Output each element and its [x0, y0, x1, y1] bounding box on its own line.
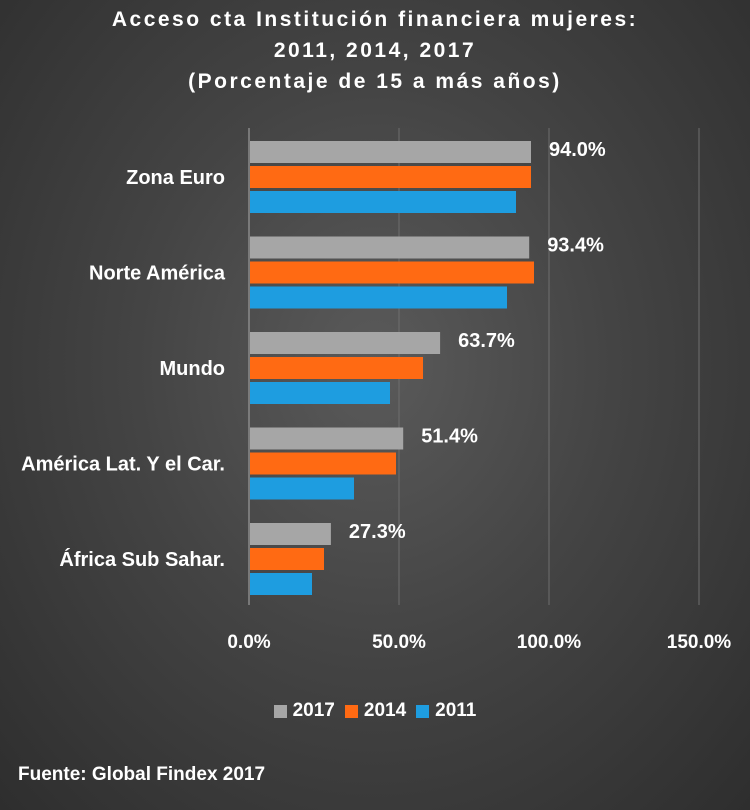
legend-swatch-2017 — [273, 704, 287, 718]
category-label-1: Norte América — [89, 263, 226, 285]
chart-title: Acceso cta Institución financiera mujere… — [0, 4, 750, 97]
x-tick-label-1: 50.0% — [372, 632, 426, 653]
legend-swatch-2011 — [416, 704, 430, 718]
legend-item-2014: 2014 — [344, 700, 407, 722]
legend-item-2011: 2011 — [416, 700, 476, 722]
source-note: Fuente: Global Findex 2017 — [18, 764, 266, 785]
bar-2014-4 — [250, 548, 324, 570]
bar-chart: Zona Euro 94.0% Norte América 93.4% Mundo 63.… — [21, 128, 732, 653]
bar-2017-1 — [250, 236, 530, 259]
bar-2014-2 — [250, 357, 423, 379]
bar-2011-3 — [250, 477, 354, 500]
x-tick-label-2: 100.0% — [517, 632, 582, 653]
bar-2014-1 — [250, 261, 534, 284]
x-tick-label-3: 150.0% — [667, 632, 732, 653]
legend-item-2017: 2017 — [273, 700, 335, 722]
bar-2011-0 — [250, 191, 516, 213]
title-line-1: Acceso cta Institución financiera mujere… — [111, 8, 639, 31]
bar-2014-3 — [250, 452, 396, 475]
bar-2011-2 — [250, 382, 390, 404]
legend-label-2017: 2017 — [292, 700, 335, 721]
bar-2011-4 — [250, 573, 312, 595]
title-line-2: 2011, 2014, 2017 — [273, 39, 477, 62]
data-label-0: 94.0% — [549, 139, 606, 161]
data-label-2: 63.7% — [458, 330, 515, 352]
category-label-3: América Lat. Y el Car. — [21, 454, 225, 476]
bar-2017-0 — [250, 141, 531, 163]
legend-label-2014: 2014 — [363, 700, 407, 721]
x-tick-label-0: 0.0% — [227, 632, 270, 653]
bar-2017-2 — [250, 332, 441, 354]
legend: 2017 2014 2011 — [0, 700, 750, 722]
bar-2011-1 — [250, 286, 507, 309]
bar-2017-4 — [250, 523, 331, 545]
title-line-3: (Porcentaje de 15 a más años) — [188, 70, 562, 93]
category-label-2: Mundo — [159, 358, 225, 380]
bar-2014-0 — [250, 166, 531, 188]
legend-label-2011: 2011 — [435, 700, 477, 721]
data-label-3: 51.4% — [421, 426, 478, 448]
legend-swatch-2014 — [344, 704, 358, 718]
category-label-0: Zona Euro — [126, 167, 225, 189]
category-label-4: África Sub Sahar. — [59, 548, 225, 571]
bar-2017-3 — [250, 427, 404, 450]
data-label-4: 27.3% — [349, 521, 406, 543]
data-label-1: 93.4% — [547, 235, 604, 257]
